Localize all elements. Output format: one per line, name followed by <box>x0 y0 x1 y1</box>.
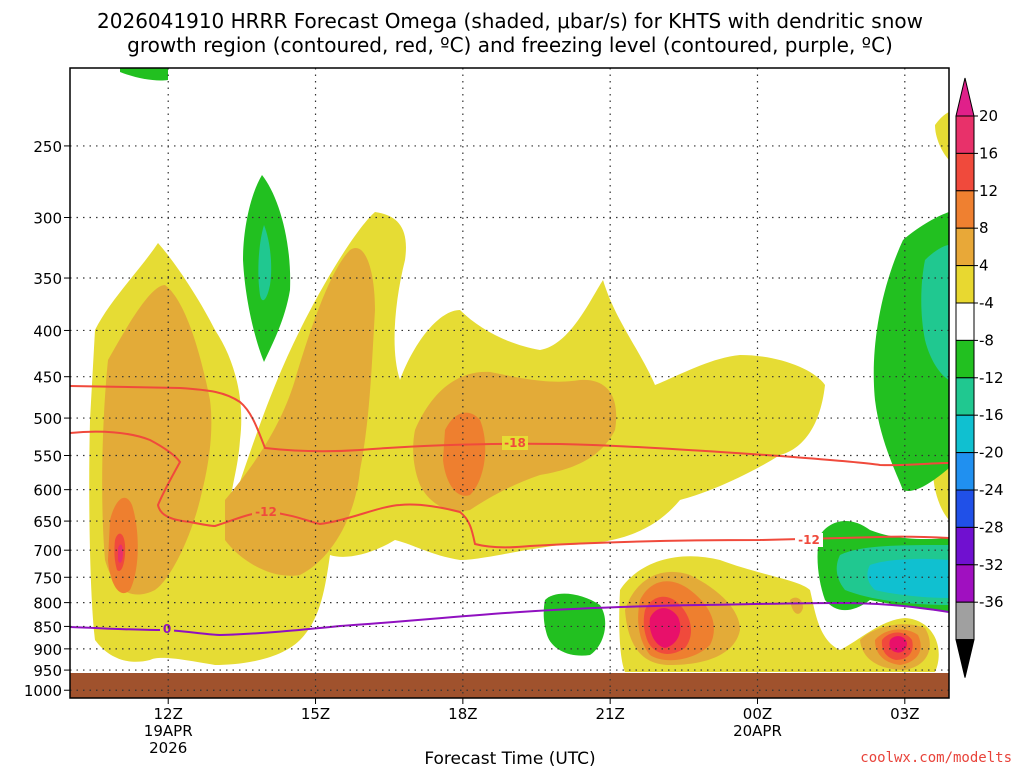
colorbar-top-arrow <box>955 77 975 117</box>
chart-title-line1: 2026041910 HRRR Forecast Omega (shaded, … <box>97 9 923 33</box>
colorbar-label: -20 <box>979 444 1004 462</box>
y-tick-label: 600 <box>33 482 62 500</box>
colorbar-label: -36 <box>979 593 1004 611</box>
dgz-contour-minus12-upper <box>70 430 949 549</box>
omega-region-downward-8 <box>258 225 272 301</box>
credit-text: coolwx.com/modelts <box>860 750 1012 766</box>
colorbar-swatch <box>955 489 975 528</box>
colorbar-bottom-arrow <box>955 639 975 678</box>
omega-region-upward-12 <box>443 412 486 496</box>
colorbar-label: 4 <box>979 257 989 275</box>
colorbar-label: -12 <box>979 369 1004 387</box>
omega-shading <box>70 68 949 698</box>
y-tick-label: 700 <box>33 542 62 560</box>
chart-title-line2: growth region (contoured, red, ºC) and f… <box>127 33 893 57</box>
colorbar-swatch <box>955 452 975 491</box>
x-tick-year: 2026 <box>149 739 187 757</box>
colorbar-swatch <box>955 601 975 641</box>
y-tick-label: 550 <box>33 447 62 465</box>
omega-region-upward-8 <box>790 597 803 614</box>
y-axis: 250 300 350 400 450 500 550 600 650 700 750 800 850 9… <box>24 138 70 700</box>
y-tick-label: 1000 <box>24 682 62 700</box>
y-tick-label: 400 <box>33 322 62 340</box>
x-tick-label: 21Z <box>595 705 624 723</box>
colorbar-label: 16 <box>979 144 998 162</box>
omega-region-upward-4 <box>935 112 949 160</box>
contour-label-bg <box>795 533 823 547</box>
contour-label-bg <box>160 622 174 636</box>
contour-label-bg <box>252 505 280 519</box>
contour-label-bg <box>502 436 528 450</box>
colorbar-swatch <box>955 339 975 379</box>
colorbar: 20 16 12 8 4 -4 -8 -12 -16 -20 -24 -28 -32 -36 <box>955 77 1004 678</box>
x-axis-label: Forecast Time (UTC) <box>424 749 595 768</box>
colorbar-label: -28 <box>979 518 1004 536</box>
x-tick-date: 19APR <box>144 722 193 740</box>
colorbar-label: -8 <box>979 331 994 349</box>
colorbar-swatch <box>955 152 975 192</box>
y-tick-label: 300 <box>33 210 62 228</box>
colorbar-label: -4 <box>979 294 994 312</box>
y-tick-label: 800 <box>33 595 62 613</box>
x-tick-date: 20APR <box>733 722 782 740</box>
colorbar-label: -32 <box>979 556 1004 574</box>
colorbar-label: -24 <box>979 481 1004 499</box>
plot-frame <box>69 67 950 699</box>
colorbar-swatch <box>955 564 975 603</box>
y-tick-label: 950 <box>33 662 62 680</box>
y-tick-label: 250 <box>33 138 62 156</box>
colorbar-label: 20 <box>979 107 998 125</box>
y-tick-label: 350 <box>33 270 62 288</box>
colorbar-swatch <box>955 190 975 229</box>
freezing-level-contour <box>70 601 949 637</box>
colorbar-swatch <box>955 265 975 304</box>
colorbar-swatch <box>955 377 975 416</box>
x-tick-label: 03Z <box>890 705 919 723</box>
grid-lines <box>70 68 949 698</box>
contour-label-dgz-3: -12 <box>798 533 820 547</box>
omega-region-downward-12 <box>867 558 949 598</box>
y-tick-label: 500 <box>33 410 62 428</box>
contour-label-dgz-1: -18 <box>504 436 526 450</box>
contour-label-freezing: 0 <box>163 622 171 636</box>
colorbar-label: -16 <box>979 406 1004 424</box>
y-tick-label: 450 <box>33 369 62 387</box>
colorbar-label: 8 <box>979 219 989 237</box>
colorbar-swatch <box>955 115 975 154</box>
omega-region-downward-4 <box>543 593 606 656</box>
x-tick-label: 00Z <box>743 705 772 723</box>
colorbar-swatch <box>955 302 975 341</box>
x-tick-label: 18Z <box>448 705 477 723</box>
x-tick-label: 15Z <box>301 705 330 723</box>
omega-region-upward-20 <box>649 608 681 648</box>
omega-region-downward-4 <box>120 68 168 81</box>
y-tick-label: 750 <box>33 569 62 587</box>
x-tick-label: 12Z <box>154 705 183 723</box>
omega-region-upward-20 <box>118 544 123 563</box>
colorbar-swatch <box>955 526 975 566</box>
omega-region-upward-20 <box>889 636 907 653</box>
contour-label-dgz-2: -12 <box>255 505 277 519</box>
y-tick-label: 850 <box>33 618 62 636</box>
colorbar-swatch <box>955 227 975 267</box>
omega-region-downward-8 <box>921 245 949 380</box>
y-tick-label: 650 <box>33 513 62 531</box>
ground-layer <box>70 673 949 698</box>
colorbar-swatch <box>955 414 975 454</box>
y-tick-label: 900 <box>33 641 62 659</box>
colorbar-label: 12 <box>979 182 998 200</box>
